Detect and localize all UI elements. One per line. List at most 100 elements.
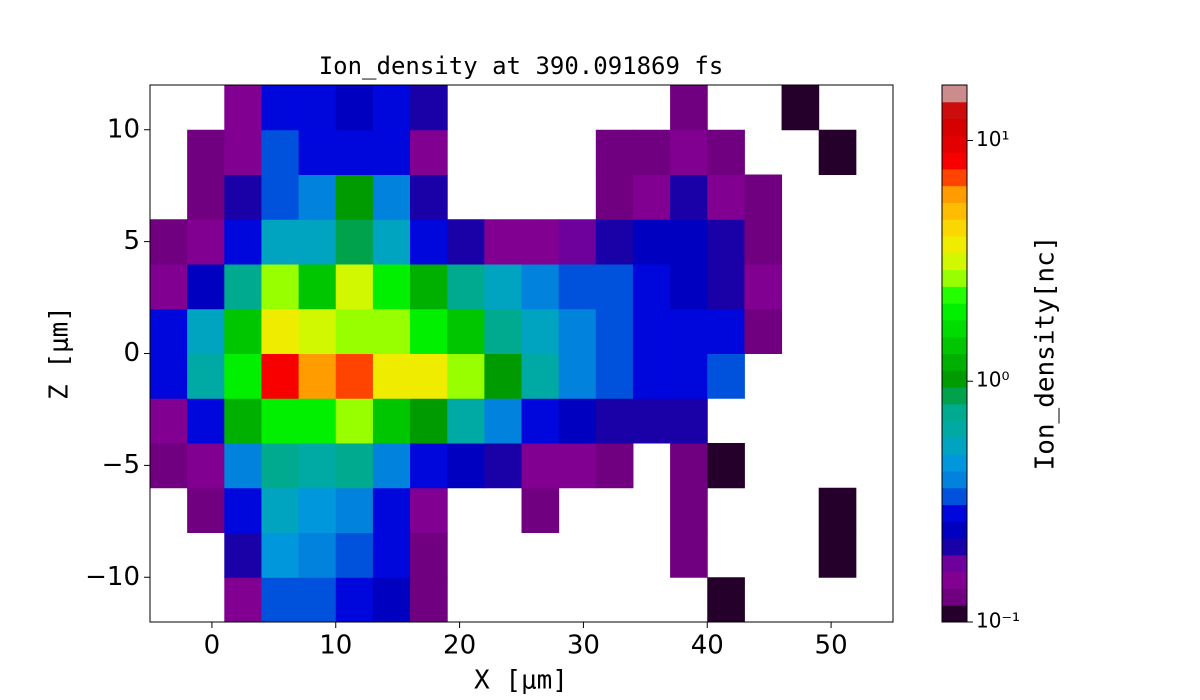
heatmap-cell <box>744 264 783 310</box>
heatmap-cell <box>484 398 522 444</box>
colorbar-band <box>942 85 967 103</box>
heatmap-cell <box>521 219 560 265</box>
heatmap-cell <box>670 398 708 444</box>
colorbar-band <box>942 353 967 371</box>
colorbar-band <box>942 269 967 287</box>
heatmap-cell <box>707 219 745 265</box>
heatmap-cell <box>521 264 560 310</box>
heatmap-cell <box>447 264 485 310</box>
heatmap-cell <box>595 398 634 444</box>
heatmap-cell <box>261 487 300 533</box>
heatmap-cell <box>150 264 188 310</box>
heatmap-cell <box>335 308 374 354</box>
heatmap-cell <box>187 308 225 354</box>
y-axis-label: Z [μm] <box>45 306 75 400</box>
heatmap-cell <box>781 85 820 131</box>
heatmap-cell <box>410 174 448 220</box>
heatmap-cell <box>447 308 485 354</box>
x-tick-label: 10 <box>319 631 352 661</box>
colorbar-band <box>942 521 967 539</box>
heatmap-cell <box>632 129 671 175</box>
heatmap-cell <box>744 308 783 354</box>
heatmap-cell <box>410 443 448 489</box>
heatmap-cell <box>298 308 337 354</box>
heatmap-cell <box>298 532 337 578</box>
colorbar-band <box>942 538 967 556</box>
colorbar-band <box>942 303 967 321</box>
colorbar-band <box>942 370 967 388</box>
heatmap-cell <box>224 353 262 399</box>
colorbar-band <box>942 286 967 304</box>
colorbar-band <box>942 168 967 187</box>
y-tick-label: −5 <box>102 450 140 480</box>
heatmap-cell <box>224 308 262 354</box>
heatmap-cell <box>632 398 671 444</box>
heatmap-cell <box>632 353 671 399</box>
heatmap-cell <box>372 219 411 265</box>
heatmap-cell <box>187 353 225 399</box>
heatmap-cell <box>670 85 708 131</box>
heatmap-cell <box>298 129 337 175</box>
colorbar-band <box>942 454 967 472</box>
colorbar-band <box>942 101 967 120</box>
x-tick-label: 0 <box>204 631 221 661</box>
x-tick-label: 30 <box>567 631 600 661</box>
heatmap-cell <box>521 308 560 354</box>
heatmap-cell <box>670 308 708 354</box>
heatmap-cell <box>410 398 448 444</box>
heatmap-cell <box>372 487 411 533</box>
heatmap-cell <box>632 264 671 310</box>
heatmap-cell <box>261 577 300 623</box>
heatmap-cell <box>410 487 448 533</box>
colorbar-band <box>942 605 967 623</box>
heatmap-cell <box>484 264 522 310</box>
heatmap-cell <box>224 487 262 533</box>
colorbar-band <box>942 219 967 237</box>
x-axis-label: X [μm] <box>474 666 568 696</box>
heatmap-cell <box>261 308 300 354</box>
heatmap-cell <box>707 174 745 220</box>
heatmap-cell <box>298 443 337 489</box>
colorbar-band <box>942 571 967 589</box>
heatmap-cell <box>521 353 560 399</box>
heatmap-cell <box>707 577 745 623</box>
heatmap-cell <box>224 398 262 444</box>
heatmap-cell <box>595 219 634 265</box>
heatmap-cell <box>150 353 188 399</box>
colorbar-band <box>942 185 967 203</box>
colorbar-band <box>942 336 967 354</box>
heatmap-cell <box>670 219 708 265</box>
heatmap-cell <box>558 398 597 444</box>
heatmap-cell <box>410 129 448 175</box>
colorbar-band <box>942 437 967 455</box>
heatmap-cell <box>187 174 225 220</box>
heatmap-cell <box>224 264 262 310</box>
heatmap-cell <box>298 174 337 220</box>
heatmap-cell <box>632 219 671 265</box>
heatmap-cell <box>261 264 300 310</box>
y-tick-label: 0 <box>123 338 140 368</box>
heatmap-cell <box>372 264 411 310</box>
colorbar-band <box>942 152 967 170</box>
heatmap-cell <box>595 353 634 399</box>
heatmap-cell <box>187 219 225 265</box>
heatmap-cell <box>335 398 374 444</box>
heatmap-cell <box>224 174 262 220</box>
colorbar-tick-label: 10⁻¹ <box>976 609 1020 633</box>
colorbar-band <box>942 236 967 254</box>
heatmap-cell <box>558 353 597 399</box>
heatmap-cell <box>410 85 448 131</box>
colorbar-band <box>942 118 967 136</box>
heatmap-cell <box>261 129 300 175</box>
heatmap-cell <box>484 308 522 354</box>
x-tick-label: 40 <box>691 631 724 661</box>
heatmap-cell <box>261 398 300 444</box>
heatmap-cell <box>521 487 560 533</box>
colorbar-label: Ion_density[nc] <box>1031 236 1061 471</box>
heatmap-cell <box>372 85 411 131</box>
heatmap-cell <box>744 219 783 265</box>
heatmap-cell <box>187 264 225 310</box>
heatmap-cell <box>298 398 337 444</box>
heatmap-cell <box>595 264 634 310</box>
heatmap-cell <box>372 443 411 489</box>
